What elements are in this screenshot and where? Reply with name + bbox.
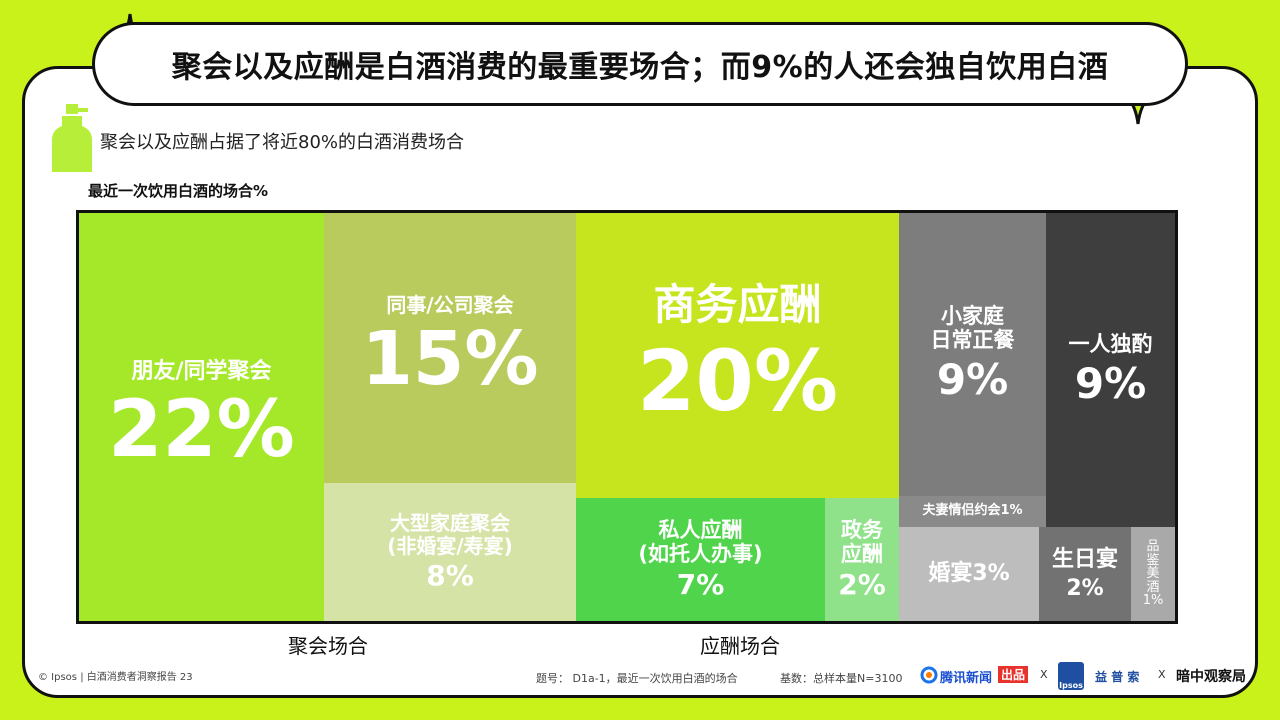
cell-tasting: 品 鉴 美 酒 1% — [1131, 527, 1175, 621]
title-banner: 聚会以及应酬是白酒消费的最重要场合；而9%的人还会独自饮用白酒 — [92, 22, 1188, 106]
cell-label: 朋友/同学聚会 — [131, 358, 272, 384]
cell-friends: 朋友/同学聚会 22% — [79, 213, 324, 621]
cell-label-note: (如托人办事) — [638, 542, 763, 567]
cell-value: 22% — [108, 384, 295, 475]
cell-value: 7% — [676, 567, 725, 601]
cell-couple: 夫妻情侣约会1% — [899, 496, 1046, 527]
cell-value: 2% — [1066, 576, 1104, 601]
cell-label: 私人应酬 — [658, 518, 743, 543]
group-label-party: 聚会场合 — [288, 634, 368, 658]
cell-value: 9% — [936, 355, 1009, 405]
cell-label: 政务 — [841, 518, 883, 543]
chart-label: 最近一次饮用白酒的场合% — [88, 182, 269, 200]
cell-text: 夫妻情侣约会1% — [922, 503, 1023, 519]
cell-birthday: 生日宴 2% — [1039, 527, 1131, 621]
cell-label-char: 鉴 — [1146, 552, 1160, 568]
question-note: 题号： D1a-1，最近一次饮用白酒的场合 — [536, 672, 738, 685]
cell-alone: 一人独酌 9% — [1046, 213, 1175, 527]
cell-label: 一人独酌 — [1068, 331, 1153, 356]
cell-label: 日常正餐 — [930, 328, 1015, 353]
base-note: 基数：总样本量N=3100 — [780, 672, 903, 685]
ipsos-logo: Ipsos — [1058, 662, 1084, 690]
subtitle: 聚会以及应酬占据了将近80%的白酒消费场合 — [100, 132, 465, 153]
group-label-social: 应酬场合 — [700, 634, 780, 658]
tencent-news-logo-text: 腾讯新闻 — [940, 671, 993, 686]
cell-value: 1% — [1142, 593, 1164, 609]
separator-x: X — [1158, 668, 1166, 681]
cell-label: 小家庭 — [941, 304, 1004, 329]
cell-value: 9% — [1074, 358, 1147, 408]
cell-value: 2% — [838, 567, 886, 601]
treemap-chart: 朋友/同学聚会 22% 同事/公司聚会 15% 大型家庭聚会 (非婚宴/寿宴) … — [76, 210, 1178, 624]
cell-label: 生日宴 — [1051, 546, 1118, 572]
cell-label: 大型家庭聚会 — [390, 510, 510, 535]
anchor-observer-logo: 暗中观察局 — [1176, 669, 1246, 685]
page-title: 聚会以及应酬是白酒消费的最重要场合；而9%的人还会独自饮用白酒 — [171, 50, 1109, 85]
cell-gov: 政务 应酬 2% — [825, 498, 899, 621]
cell-label-char: 美 — [1146, 566, 1160, 582]
cell-label-note: (非婚宴/寿宴) — [387, 533, 513, 558]
liquor-bottle-icon — [52, 104, 92, 172]
cell-label-char: 酒 — [1146, 579, 1160, 595]
cell-business: 商务应酬 20% — [576, 213, 899, 498]
tencent-news-logo-icon — [920, 666, 938, 684]
cell-private: 私人应酬 (如托人办事) 7% — [576, 498, 825, 621]
cell-value: 20% — [636, 332, 839, 431]
ipsos-chinese-name: 益 普 索 — [1095, 670, 1140, 684]
cell-text: 婚宴3% — [928, 561, 1010, 587]
cell-label-char: 品 — [1146, 538, 1160, 554]
copyright-text: © Ipsos | 白酒消费者洞察报告 23 — [38, 672, 193, 683]
cell-label: 应酬 — [841, 542, 883, 567]
cell-label: 同事/公司聚会 — [386, 292, 514, 317]
cell-family-large: 大型家庭聚会 (非婚宴/寿宴) 8% — [324, 483, 576, 621]
cell-value: 15% — [361, 315, 539, 402]
cell-wedding: 婚宴3% — [899, 527, 1039, 621]
cell-daily: 小家庭 日常正餐 9% — [899, 213, 1046, 496]
separator-x: X — [1040, 668, 1048, 681]
cell-label: 商务应酬 — [653, 280, 822, 330]
cell-colleagues: 同事/公司聚会 15% — [324, 213, 576, 483]
chupin-badge: 出品 — [998, 666, 1029, 683]
cell-value: 8% — [426, 558, 474, 592]
